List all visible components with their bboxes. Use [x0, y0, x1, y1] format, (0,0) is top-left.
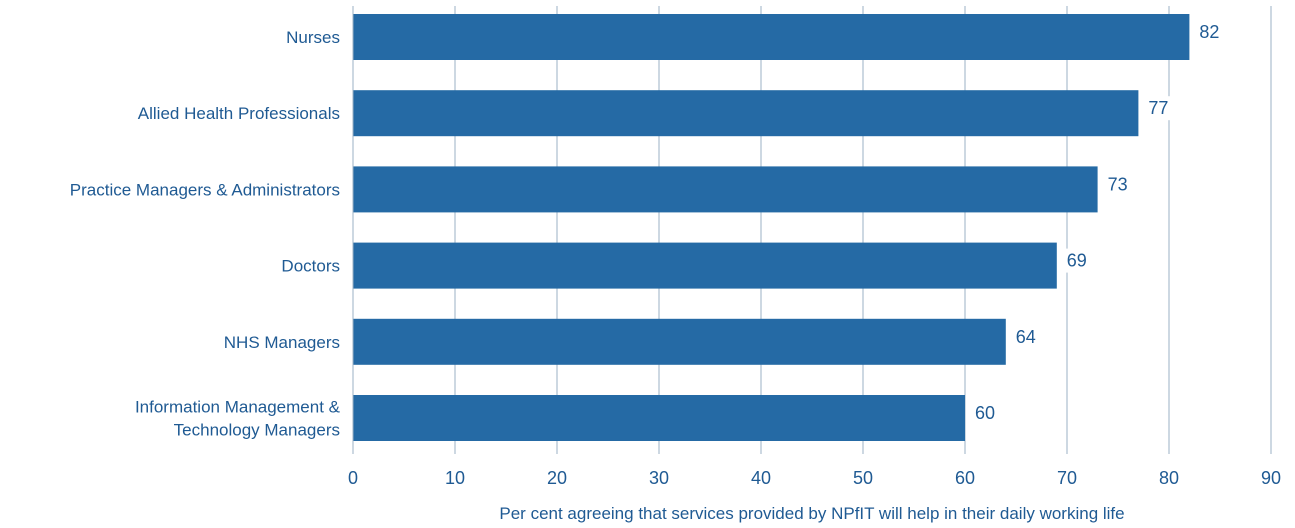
x-axis-label: Per cent agreeing that services provided… — [499, 504, 1124, 523]
value-label-3: 69 — [1067, 251, 1087, 271]
tick-label-60: 60 — [955, 468, 975, 488]
tick-label-90: 90 — [1261, 468, 1281, 488]
bar-3 — [353, 242, 1057, 289]
value-label-1: 77 — [1148, 98, 1168, 118]
bar-1 — [353, 90, 1139, 137]
category-label-4: NHS Managers — [224, 333, 340, 352]
value-label-4: 64 — [1016, 327, 1036, 347]
category-label-5-line-0: Information Management & — [135, 398, 341, 417]
bars — [353, 14, 1190, 441]
value-label-backdrop-1 — [1145, 96, 1173, 121]
value-label-backdrop-0 — [1196, 20, 1224, 44]
value-label-2: 73 — [1108, 174, 1128, 194]
tick-label-40: 40 — [751, 468, 771, 488]
category-label-5-line-1: Technology Managers — [174, 421, 340, 440]
category-label-2: Practice Managers & Administrators — [70, 180, 340, 199]
tick-label-10: 10 — [445, 468, 465, 488]
x-axis-ticks: 0 10 20 30 40 50 60 70 80 90 — [348, 468, 1281, 488]
bar-2 — [353, 166, 1098, 213]
category-labels: Nurses Allied Health Professionals Practic… — [70, 28, 341, 440]
value-label-backdrop-4 — [1012, 324, 1040, 349]
value-label-0: 82 — [1199, 22, 1219, 42]
tick-label-80: 80 — [1159, 468, 1179, 488]
category-label-0: Nurses — [286, 28, 340, 47]
bar-4 — [353, 318, 1006, 365]
category-label-3: Doctors — [281, 257, 340, 276]
value-label-backdrop-5 — [972, 401, 999, 425]
tick-label-20: 20 — [547, 468, 567, 488]
tick-label-70: 70 — [1057, 468, 1077, 488]
value-label-backdrop-3 — [1063, 248, 1091, 273]
grid-lines — [454, 6, 1272, 454]
tick-label-30: 30 — [649, 468, 669, 488]
bar-5 — [353, 395, 965, 441]
value-labels: 82 77 73 69 64 60 — [972, 20, 1224, 425]
tick-label-0: 0 — [348, 468, 358, 488]
value-label-5: 60 — [975, 403, 995, 423]
value-label-backdrop-2 — [1104, 172, 1132, 197]
tick-label-50: 50 — [853, 468, 873, 488]
category-label-1: Allied Health Professionals — [138, 104, 340, 123]
bar-0 — [353, 14, 1190, 60]
